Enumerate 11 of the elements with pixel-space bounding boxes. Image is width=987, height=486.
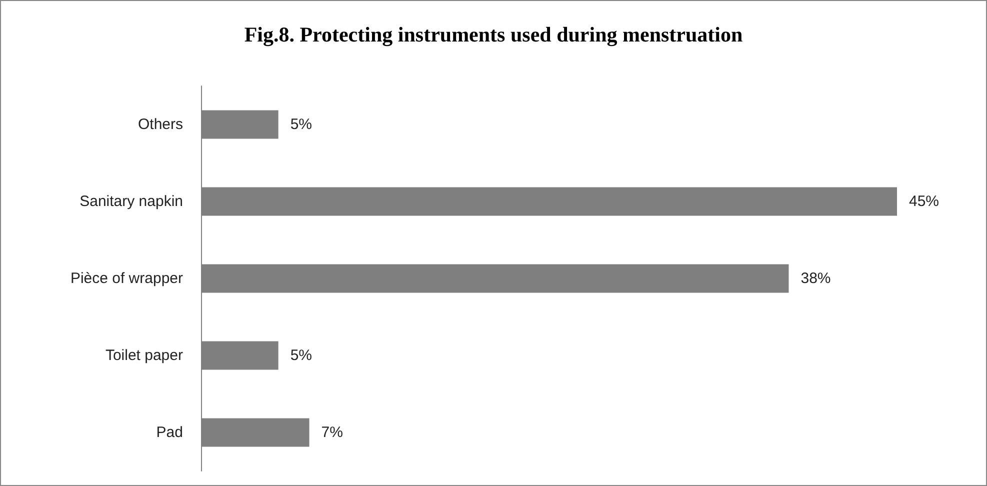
- y-tick-label: Others: [138, 116, 183, 133]
- y-tick-label: Toilet paper: [105, 347, 183, 364]
- chart-title: Fig.8. Protecting instruments used during menstruation: [244, 22, 744, 46]
- data-label: 7%: [321, 424, 343, 441]
- y-tick-label: Sanitary napkin: [80, 193, 183, 210]
- data-label: 45%: [909, 193, 940, 210]
- data-label: 38%: [800, 270, 831, 287]
- data-label: 5%: [290, 347, 312, 364]
- data-label: 5%: [290, 116, 312, 133]
- y-tick-label: Pièce of wrapper: [70, 270, 183, 287]
- y-tick-label: Pad: [156, 424, 183, 441]
